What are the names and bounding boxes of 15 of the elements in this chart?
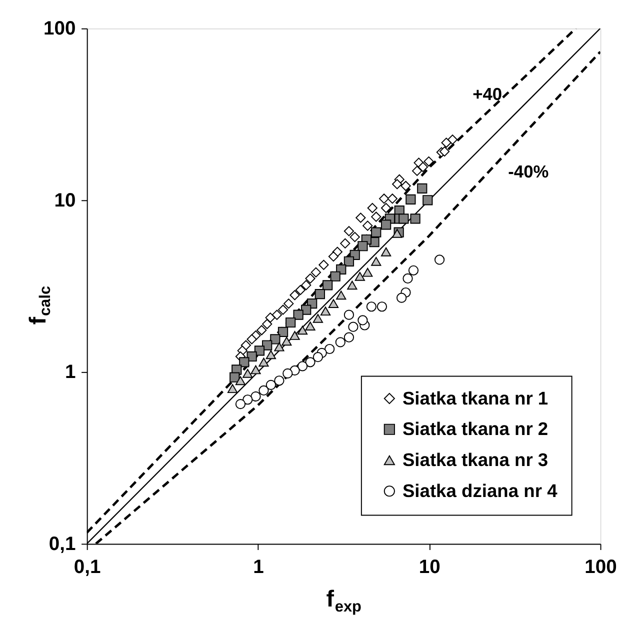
y-tick-label: 100: [44, 18, 76, 40]
x-tick-label: 100: [584, 557, 617, 578]
annotation: -40%: [508, 161, 549, 182]
x-tick-label: 0,1: [74, 557, 102, 578]
y-axis-title: fcalc: [24, 286, 54, 325]
annotation: +40: [472, 84, 502, 104]
y-tick-label: 0,1: [48, 534, 76, 555]
legend-label: Siatka tkana nr 3: [402, 449, 548, 470]
y-tick-label: 10: [54, 190, 76, 212]
legend-label: Siatka tkana nr 2: [402, 418, 548, 440]
y-tick-label: 1: [65, 362, 76, 384]
legend-label: Siatka tkana nr 1: [402, 387, 548, 408]
x-tick-label: 1: [253, 557, 264, 578]
legend-label: Siatka dziana nr 4: [402, 480, 558, 501]
x-tick-label: 10: [418, 557, 440, 578]
